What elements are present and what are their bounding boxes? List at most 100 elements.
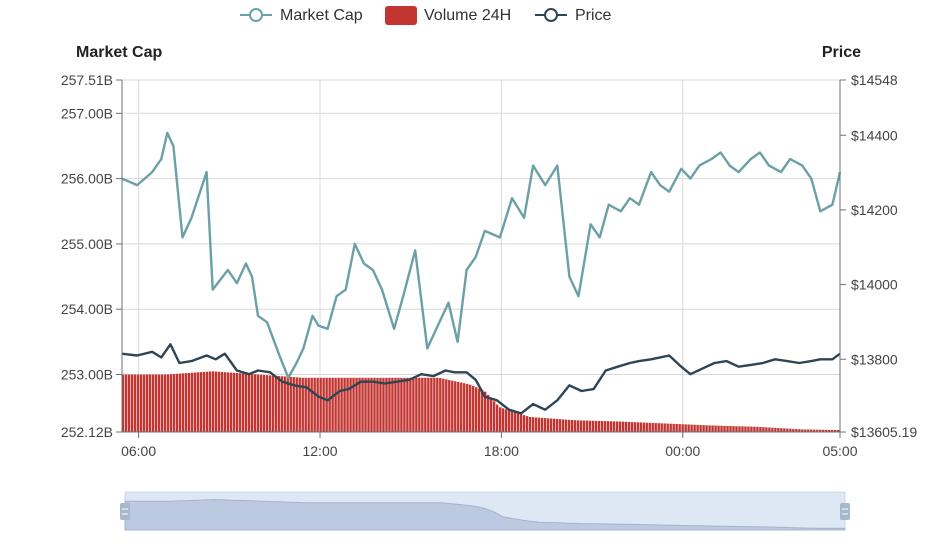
volume-bar <box>307 377 310 432</box>
data-zoom-selected-range[interactable] <box>125 492 845 530</box>
volume-bar <box>193 372 197 432</box>
volume-bar <box>834 429 837 432</box>
volume-bar <box>708 425 711 432</box>
volume-bar <box>133 374 137 432</box>
volume-bar <box>319 377 322 432</box>
volume-bar <box>382 377 385 432</box>
volume-bar <box>624 421 627 432</box>
volume-bar <box>181 373 185 432</box>
volume-bar <box>412 377 415 432</box>
volume-bar <box>690 424 693 432</box>
volume-bar <box>726 425 729 432</box>
volume-bar <box>340 377 343 432</box>
volume-bar <box>753 426 756 432</box>
volume-bar <box>705 425 708 432</box>
volume-bar <box>552 418 556 432</box>
volume-bar <box>543 418 547 432</box>
volume-bar <box>747 426 750 432</box>
x-tick-label: 05:00 <box>822 443 857 459</box>
volume-bar <box>675 423 678 432</box>
volume-bar <box>795 429 798 432</box>
volume-bar <box>804 429 807 432</box>
volume-bar <box>828 429 831 432</box>
legend-volume-swatch <box>385 6 417 25</box>
volume-bar <box>409 377 412 432</box>
volume-bar <box>457 381 460 432</box>
series-lines <box>121 131 842 415</box>
volume-bar <box>729 426 732 432</box>
legend-item-market-cap[interactable]: Market Cap <box>240 7 363 24</box>
volume-bar <box>627 421 630 432</box>
data-zoom-slider[interactable] <box>120 491 850 531</box>
volume-bar <box>280 376 283 432</box>
legend[interactable]: Market Cap Volume 24H Price <box>240 6 612 25</box>
volume-bar <box>379 377 382 432</box>
volume-bar <box>277 376 280 432</box>
legend-item-volume[interactable]: Volume 24H <box>385 6 511 25</box>
volume-bar <box>711 425 714 432</box>
left-tick-label: 256.00B <box>61 171 113 187</box>
volume-bar <box>304 377 307 432</box>
volume-bar <box>504 409 508 432</box>
volume-bar <box>445 379 448 432</box>
volume-bar <box>325 377 328 432</box>
volume-bar <box>564 419 568 432</box>
volume-bar <box>603 421 607 432</box>
volume-bar <box>316 377 319 432</box>
volume-bar <box>370 377 373 432</box>
x-tick-label: 18:00 <box>484 443 519 459</box>
volume-bar <box>385 377 388 432</box>
volume-bar <box>648 422 651 432</box>
series-line-market-cap[interactable] <box>121 131 842 379</box>
volume-bar <box>540 417 544 432</box>
volume-bar <box>717 425 720 432</box>
volume-bar <box>630 422 633 432</box>
volume-bar <box>427 377 430 432</box>
volume-bar <box>591 420 595 432</box>
volume-bar <box>597 420 601 432</box>
right-handle-grip-icon[interactable] <box>840 503 850 520</box>
volume-bar <box>513 412 517 432</box>
volume-bar <box>612 421 616 432</box>
legend-item-price[interactable]: Price <box>535 7 612 24</box>
volume-bar <box>714 425 717 432</box>
volume-bar <box>492 401 496 432</box>
data-zoom-left-handle[interactable] <box>120 503 130 520</box>
left-tick-label: 254.00B <box>61 301 113 317</box>
volume-bar <box>373 377 376 432</box>
volume-bar <box>819 429 822 432</box>
volume-bar <box>349 377 352 432</box>
volume-bar <box>558 419 562 432</box>
volume-bar <box>825 429 828 432</box>
volume-bar <box>600 421 604 432</box>
volume-bar <box>789 428 792 432</box>
volume-bar <box>310 377 313 432</box>
volume-bar <box>232 372 236 432</box>
volume-bar <box>801 429 804 432</box>
legend-market-cap-circle-icon <box>249 8 263 22</box>
volume-bar <box>403 377 406 432</box>
volume-bar <box>223 372 227 432</box>
volume-bar <box>337 377 340 432</box>
volume-bar <box>262 374 266 432</box>
volume-bar <box>271 375 274 432</box>
volume-bar <box>720 425 723 432</box>
volume-bar <box>750 426 753 432</box>
series-line-price[interactable] <box>121 343 841 415</box>
volume-bar <box>433 377 436 432</box>
left-handle-grip-icon[interactable] <box>120 503 130 520</box>
volume-bar <box>334 377 337 432</box>
volume-bar <box>397 377 400 432</box>
volume-bar <box>364 377 367 432</box>
volume-bar <box>265 375 268 432</box>
volume-bar <box>289 376 292 432</box>
volume-bar <box>442 378 445 432</box>
volume-bar <box>358 377 361 432</box>
volume-bar <box>837 430 840 432</box>
volume-bar <box>594 420 598 432</box>
data-zoom-right-handle[interactable] <box>840 503 850 520</box>
volume-bar <box>702 425 705 432</box>
volume-bar <box>495 404 499 432</box>
volume-bar <box>489 398 493 432</box>
volume-bar <box>807 429 810 432</box>
